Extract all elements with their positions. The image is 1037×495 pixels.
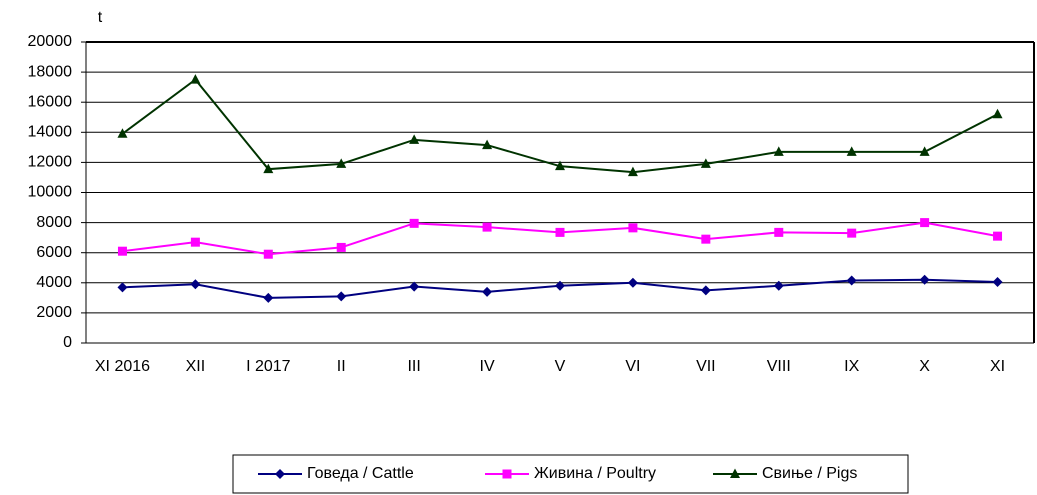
y-tick-label: 16000 bbox=[28, 93, 73, 110]
series-line bbox=[121, 78, 998, 174]
data-point bbox=[919, 274, 930, 285]
series-line bbox=[122, 221, 998, 256]
data-point bbox=[700, 285, 711, 296]
y-tick-label: 20000 bbox=[28, 33, 73, 50]
data-point bbox=[701, 234, 711, 244]
data-point bbox=[920, 218, 930, 228]
y-tick-label: 14000 bbox=[28, 124, 73, 141]
y-tick-label: 4000 bbox=[36, 274, 72, 291]
x-tick-label: III bbox=[407, 358, 420, 375]
y-tick-label: 12000 bbox=[28, 154, 73, 171]
x-tick-label: IV bbox=[480, 358, 495, 375]
legend-marker bbox=[730, 468, 740, 478]
data-point bbox=[627, 166, 638, 177]
y-tick-label: 18000 bbox=[28, 63, 73, 80]
data-point bbox=[117, 282, 128, 293]
data-point bbox=[847, 228, 857, 238]
x-tick-label: IX bbox=[844, 358, 859, 375]
data-point bbox=[919, 146, 930, 156]
data-point bbox=[482, 222, 492, 232]
data-point bbox=[555, 160, 565, 171]
y-tick-label: 2000 bbox=[36, 304, 72, 321]
data-point bbox=[627, 277, 638, 288]
data-point bbox=[409, 281, 420, 292]
data-point bbox=[993, 231, 1003, 241]
legend-box bbox=[232, 454, 909, 494]
legend-label: Свиње / Pigs bbox=[762, 465, 857, 482]
x-tick-label: VIII bbox=[767, 358, 791, 375]
data-point bbox=[336, 291, 347, 302]
data-point bbox=[336, 158, 347, 168]
y-tick-label: 10000 bbox=[28, 184, 73, 201]
x-tick-label: VII bbox=[696, 358, 716, 375]
data-point bbox=[628, 223, 638, 233]
y-tick-label: 0 bbox=[63, 334, 72, 351]
data-point bbox=[846, 146, 857, 156]
x-tick-label: X bbox=[919, 358, 930, 375]
legend-marker bbox=[502, 469, 512, 479]
data-point bbox=[846, 275, 857, 286]
data-point bbox=[409, 218, 419, 228]
legend-label: Живина / Poultry bbox=[534, 465, 656, 482]
x-tick-label: XI 2016 bbox=[95, 358, 150, 375]
data-point bbox=[700, 158, 711, 168]
data-point bbox=[773, 146, 784, 156]
data-point bbox=[992, 277, 1003, 288]
data-point bbox=[336, 242, 346, 252]
data-point bbox=[992, 108, 1003, 119]
x-tick-label: II bbox=[337, 358, 346, 375]
data-point bbox=[774, 227, 784, 237]
legend-label: Говеда / Cattle bbox=[307, 465, 414, 482]
data-point bbox=[190, 74, 201, 84]
data-point bbox=[263, 163, 274, 174]
data-point bbox=[409, 134, 420, 144]
x-tick-label: VI bbox=[625, 358, 640, 375]
data-point bbox=[190, 237, 200, 247]
data-point bbox=[263, 249, 273, 259]
legend-marker bbox=[275, 469, 285, 479]
data-point bbox=[555, 280, 565, 291]
y-axis-label: t bbox=[98, 9, 103, 26]
x-tick-label: V bbox=[555, 358, 566, 375]
y-tick-label: 8000 bbox=[36, 214, 72, 231]
x-tick-label: XII bbox=[186, 358, 206, 375]
data-point bbox=[117, 246, 127, 256]
data-point bbox=[482, 286, 493, 297]
data-point bbox=[773, 280, 784, 291]
data-point bbox=[555, 227, 565, 237]
data-point bbox=[190, 279, 201, 290]
y-tick-label: 6000 bbox=[36, 244, 72, 261]
data-point bbox=[263, 292, 274, 303]
data-point bbox=[117, 128, 128, 138]
data-point bbox=[482, 139, 493, 150]
x-tick-label: I 2017 bbox=[246, 358, 291, 375]
x-tick-label: XI bbox=[990, 358, 1005, 375]
